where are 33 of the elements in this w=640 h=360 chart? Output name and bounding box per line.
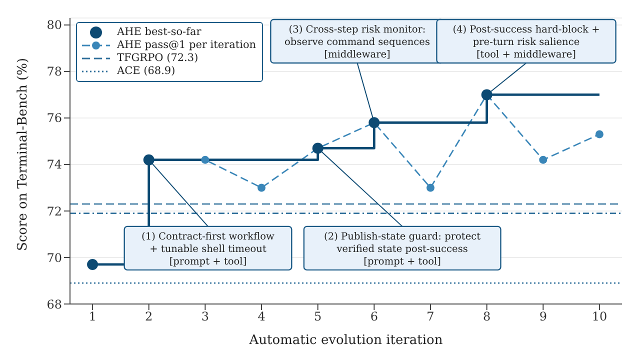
x-tick-label: 5 — [314, 310, 322, 324]
point — [201, 156, 210, 164]
y-tick-label: 78 — [46, 64, 62, 79]
x-tick-label: 4 — [258, 310, 266, 324]
y-tick-label: 70 — [46, 250, 62, 265]
point — [87, 258, 98, 270]
x-tick-label: 8 — [482, 310, 491, 324]
annotation: (3) Cross-step risk monitor: observe command sequences [middleware] — [284, 24, 430, 60]
x-tick-label: 6 — [370, 310, 378, 324]
x-axis-title: Automatic evolution iteration — [248, 333, 444, 348]
x-tick-label: 1 — [88, 310, 96, 324]
x-tick-label: 7 — [426, 310, 434, 324]
y-tick-label: 74 — [46, 158, 62, 172]
legend-label: AHE pass@1 per iteration — [117, 39, 256, 52]
y-tick-label: 80 — [46, 18, 62, 32]
point — [539, 156, 548, 164]
annotation: (1) Contract-first workflow + tunable shell timeout [prompt + tool] — [142, 231, 276, 268]
legend-label: ACE (68.9) — [117, 65, 176, 78]
annotation: (4) Post-success hard-block + pre-turn risk salience [tool + middleware] — [452, 24, 600, 60]
x-tick-label: 3 — [201, 310, 210, 324]
annotation: (2) Publish-state guard: protect verified state post-success [prompt + tool] — [324, 231, 481, 268]
point — [595, 130, 604, 138]
y-tick-label: 68 — [46, 297, 62, 312]
point — [258, 184, 266, 192]
point — [426, 184, 434, 192]
y-tick-label: 76 — [46, 111, 62, 126]
legend-label: TFGRPO (72.3) — [117, 52, 198, 65]
x-tick-label: 10 — [592, 310, 608, 324]
y-tick-label: 72 — [46, 204, 62, 218]
x-tick-label: 9 — [539, 310, 547, 324]
y-axis-title: Score on Terminal-Bench (%) — [16, 58, 31, 251]
legend-label: AHE best-so-far — [117, 26, 202, 39]
x-tick-label: 2 — [145, 310, 153, 324]
